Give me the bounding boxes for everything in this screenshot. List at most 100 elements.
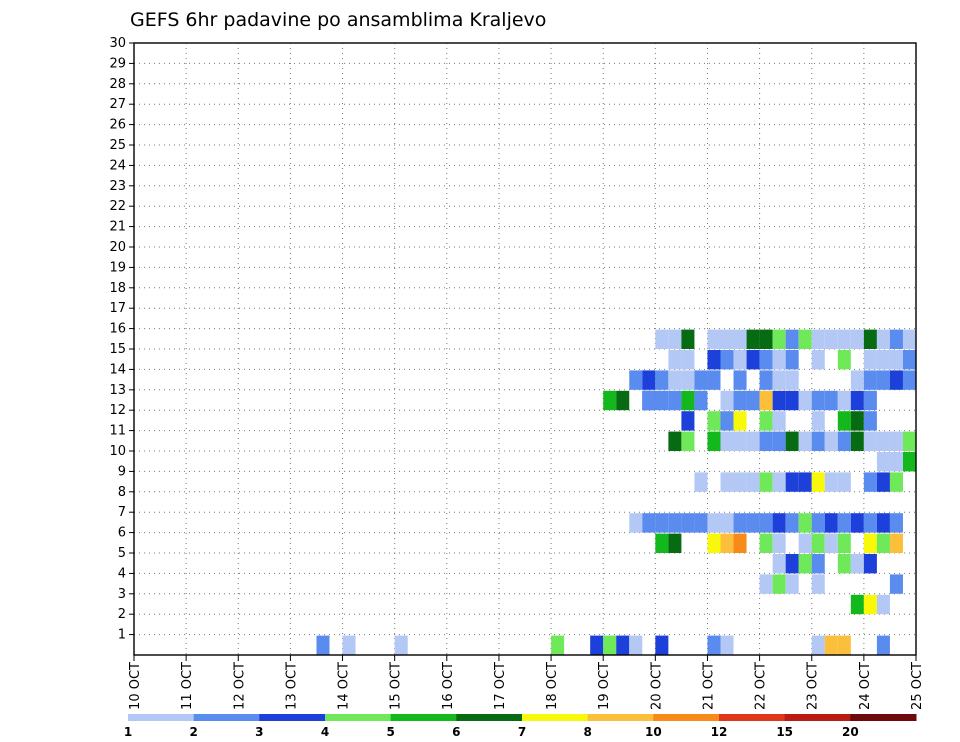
precip-cell bbox=[616, 390, 630, 411]
precip-cell bbox=[876, 329, 890, 349]
precip-cell bbox=[772, 513, 786, 533]
x-tick-label: 13 OCT bbox=[284, 662, 299, 710]
color-legend: 1 2 3 4 5 6 7 8 10 12 15 20 bbox=[124, 714, 917, 739]
precip-cell bbox=[668, 329, 682, 349]
y-tick-label: 1 bbox=[118, 628, 126, 643]
legend-color-swatch bbox=[522, 714, 589, 721]
precip-cell bbox=[876, 533, 890, 553]
precip-cell bbox=[772, 370, 786, 390]
precip-cell bbox=[785, 554, 799, 574]
precip-cell bbox=[681, 390, 695, 411]
precip-cell bbox=[720, 350, 734, 370]
precip-cell bbox=[811, 390, 825, 411]
precip-cell bbox=[837, 390, 851, 411]
precip-cell bbox=[759, 350, 773, 370]
precip-cell bbox=[759, 574, 773, 594]
precip-cell bbox=[863, 411, 877, 431]
x-tick-label: 19 OCT bbox=[597, 662, 612, 710]
precip-cell bbox=[746, 350, 760, 370]
precip-cell bbox=[785, 513, 799, 533]
y-tick-label: 5 bbox=[118, 546, 126, 561]
y-tick-label: 28 bbox=[109, 77, 126, 92]
y-tick-label: 11 bbox=[109, 424, 126, 439]
precip-cell bbox=[720, 635, 734, 655]
legend-color-swatch bbox=[325, 714, 392, 721]
y-tick-label: 18 bbox=[109, 281, 126, 296]
legend-label: 2 bbox=[189, 725, 197, 739]
legend-color-swatch bbox=[456, 714, 523, 721]
precip-cell bbox=[759, 431, 773, 451]
precip-cell bbox=[720, 533, 734, 553]
precip-cell bbox=[759, 370, 773, 390]
precip-cell bbox=[889, 472, 903, 492]
y-tick-label: 6 bbox=[118, 526, 126, 541]
precip-cell bbox=[902, 329, 916, 349]
y-tick-label: 3 bbox=[118, 587, 126, 602]
precip-cell bbox=[876, 635, 890, 655]
precip-cell bbox=[772, 472, 786, 492]
precip-cell bbox=[798, 513, 812, 533]
y-tick-label: 4 bbox=[118, 566, 126, 581]
precip-cell bbox=[655, 329, 669, 349]
precip-cell bbox=[798, 472, 812, 492]
precip-cell bbox=[772, 329, 786, 349]
precip-cell bbox=[733, 411, 747, 431]
precip-cell bbox=[889, 431, 903, 451]
precip-cell bbox=[694, 390, 708, 411]
y-tick-label: 30 bbox=[109, 36, 126, 51]
precip-cell bbox=[681, 370, 695, 390]
precip-cell bbox=[863, 594, 877, 615]
precip-cell bbox=[603, 390, 617, 411]
legend-color-swatch bbox=[719, 714, 786, 721]
precip-cell bbox=[824, 390, 838, 411]
precip-cell bbox=[889, 574, 903, 594]
y-axis: 1234567891011121314151617181920212223242… bbox=[109, 36, 134, 643]
precip-cell bbox=[837, 329, 851, 349]
precip-cell bbox=[876, 594, 890, 615]
precip-cell bbox=[707, 350, 721, 370]
precip-cell bbox=[798, 390, 812, 411]
precip-cell bbox=[850, 411, 864, 431]
precip-cell bbox=[772, 350, 786, 370]
precip-cell bbox=[863, 431, 877, 451]
precip-cell bbox=[811, 513, 825, 533]
y-tick-label: 7 bbox=[118, 505, 126, 520]
y-tick-label: 10 bbox=[109, 444, 126, 459]
x-tick-label: 14 OCT bbox=[337, 662, 352, 710]
x-tick-label: 25 OCT bbox=[910, 662, 925, 710]
precip-cell bbox=[707, 635, 721, 655]
precip-cell bbox=[668, 513, 682, 533]
precip-cell bbox=[889, 329, 903, 349]
y-tick-label: 25 bbox=[109, 138, 126, 153]
precip-cell bbox=[642, 390, 656, 411]
precip-cell bbox=[824, 472, 838, 492]
precip-cell bbox=[824, 431, 838, 451]
legend-label: 3 bbox=[255, 725, 263, 739]
precip-cell bbox=[889, 533, 903, 553]
y-tick-label: 15 bbox=[109, 342, 126, 357]
y-tick-label: 9 bbox=[118, 464, 126, 479]
legend-label: 1 bbox=[124, 725, 132, 739]
grid-lines bbox=[134, 43, 916, 655]
legend-label: 4 bbox=[321, 725, 329, 739]
precip-cell bbox=[668, 390, 682, 411]
precip-cell bbox=[876, 370, 890, 390]
precip-cell bbox=[694, 472, 708, 492]
precip-cell bbox=[876, 472, 890, 492]
precip-cell bbox=[889, 513, 903, 533]
precip-cell bbox=[863, 513, 877, 533]
precip-cell bbox=[863, 329, 877, 349]
x-tick-label: 21 OCT bbox=[701, 662, 716, 710]
precip-cell bbox=[837, 431, 851, 451]
precip-cell bbox=[811, 431, 825, 451]
y-tick-label: 17 bbox=[109, 301, 126, 316]
precip-cell bbox=[733, 370, 747, 390]
precip-cell bbox=[811, 472, 825, 492]
precip-cell bbox=[785, 574, 799, 594]
precip-cell bbox=[746, 431, 760, 451]
precip-cell bbox=[772, 533, 786, 553]
precip-cell bbox=[629, 370, 643, 390]
precip-cell bbox=[811, 574, 825, 594]
precip-cell bbox=[746, 513, 760, 533]
precip-cell bbox=[772, 554, 786, 574]
